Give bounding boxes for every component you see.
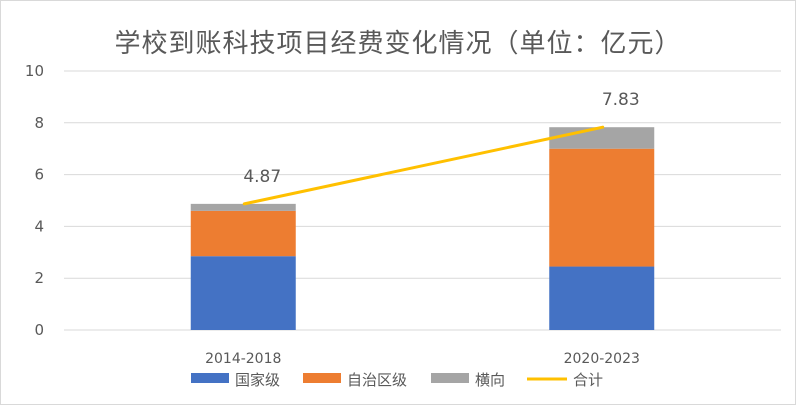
- gridlines: [64, 70, 781, 331]
- total-data-label: 7.83: [602, 90, 640, 110]
- bar-segment-0-0: [190, 256, 296, 330]
- legend-label: 合计: [573, 371, 603, 389]
- y-tick-label: 4: [34, 217, 44, 235]
- legend-label: 自治区级: [347, 371, 407, 389]
- bar-segment-1-1: [549, 148, 655, 267]
- y-tick-label: 0: [34, 321, 44, 339]
- legend-swatch-2: [431, 373, 469, 383]
- legend-swatch-1: [303, 373, 341, 383]
- x-category-label: 2014-2018: [205, 351, 281, 367]
- y-tick-label: 6: [34, 166, 44, 184]
- legend-label: 国家级: [235, 371, 280, 389]
- total-series-line: [242, 125, 605, 206]
- legend: 国家级 自治区级 横向 合计: [191, 371, 603, 389]
- legend-label: 横向: [475, 371, 505, 389]
- total-line: [242, 125, 605, 206]
- y-tick-label: 10: [25, 62, 44, 80]
- bar-segment-2-0: [190, 203, 296, 211]
- bar-segment-0-1: [549, 266, 655, 330]
- x-category-label: 2020-2023: [564, 351, 640, 367]
- bar-segment-1-0: [190, 210, 296, 257]
- total-data-label: 4.87: [243, 167, 281, 187]
- legend-swatch-0: [191, 373, 229, 383]
- labels: 0 2 4 6 8 10 4.87 7.83 2014-2018 2020-2023: [25, 62, 640, 367]
- y-tick-label: 8: [34, 114, 44, 132]
- bar-segment-2-1: [549, 127, 655, 149]
- chart-title: 学校到账科技项目经费变化情况（单位：亿元）: [114, 29, 682, 59]
- bars: [190, 127, 655, 330]
- y-tick-label: 2: [34, 269, 44, 287]
